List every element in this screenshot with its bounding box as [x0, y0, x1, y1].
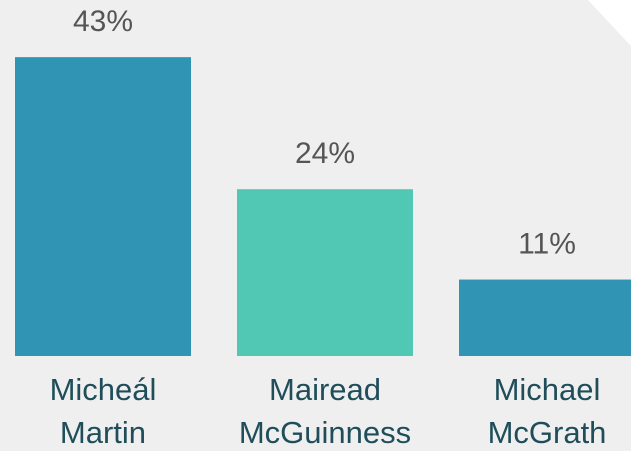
bar: [237, 189, 413, 356]
bar: [459, 279, 631, 356]
category-label: Mairead McGuinness: [238, 372, 412, 450]
category-label: Michael McGrath: [487, 372, 607, 450]
value-label: 11%: [518, 227, 576, 260]
value-label: 24%: [295, 137, 355, 170]
category-label: Micheál Martin: [49, 372, 157, 450]
value-label: 43%: [73, 5, 133, 38]
corner: [588, 0, 631, 46]
bar: [15, 57, 191, 357]
